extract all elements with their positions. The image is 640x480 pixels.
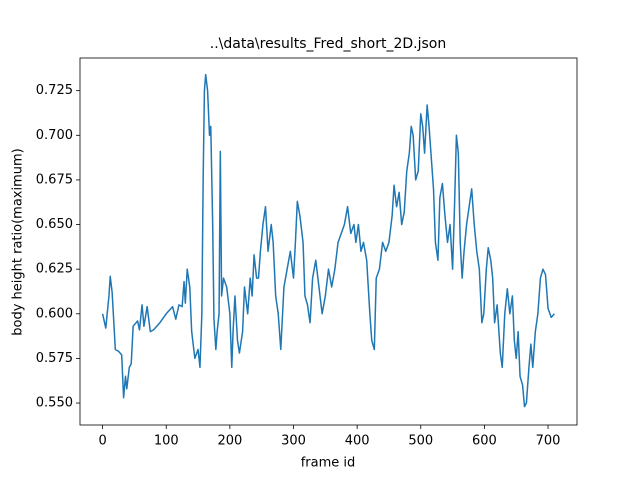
y-axis-label: body height ratio(maximum) — [11, 148, 26, 335]
x-tick-label: 600 — [472, 434, 497, 449]
y-tick-label: 0.700 — [36, 128, 73, 143]
y-tick-label: 0.650 — [36, 217, 73, 232]
chart-title: ..\data\results_Fred_short_2D.json — [210, 36, 447, 52]
y-tick-label: 0.725 — [36, 83, 73, 98]
x-tick-label: 0 — [98, 434, 106, 449]
x-tick-label: 400 — [345, 434, 370, 449]
y-tick-label: 0.600 — [36, 306, 73, 321]
x-tick-label: 200 — [217, 434, 242, 449]
y-tick-label: 0.625 — [36, 262, 73, 277]
x-tick-label: 300 — [281, 434, 306, 449]
x-tick-label: 500 — [408, 434, 433, 449]
y-tick-label: 0.675 — [36, 172, 73, 187]
y-tick-label: 0.575 — [36, 351, 73, 366]
data-line — [101, 73, 555, 408]
x-axis-label: frame id — [301, 456, 356, 471]
axes-frame — [79, 57, 578, 426]
x-tick-label: 100 — [154, 434, 179, 449]
plot-area: 0 100 200 300 400 500 600 700 0.550 0.575 0.600 0.6… — [36, 73, 561, 449]
y-tick-label: 0.550 — [36, 396, 73, 411]
x-tick-label: 700 — [536, 434, 561, 449]
